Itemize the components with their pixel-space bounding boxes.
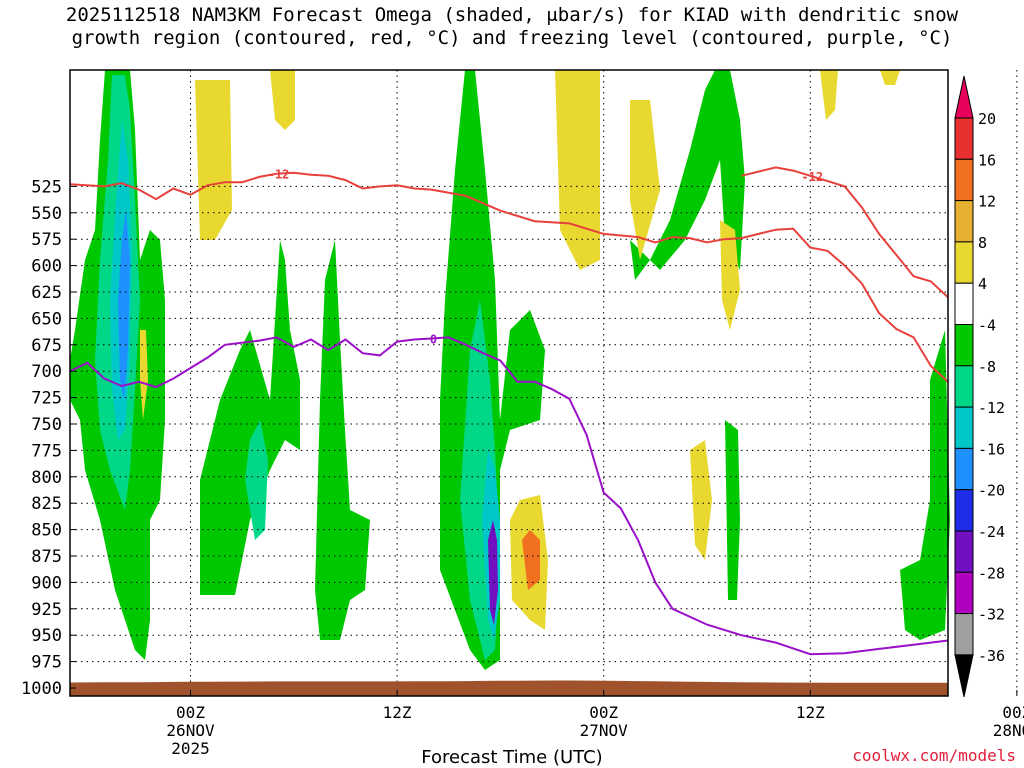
omega-green-plume-7 (900, 330, 950, 640)
contour-lines: -12 -12 0 (70, 166, 948, 656)
x-tick-label: 00Z (1002, 703, 1024, 722)
omega-yellow-3 (630, 100, 660, 260)
colorbar-swatch (954, 282, 974, 326)
colorbar-swatch (954, 158, 974, 202)
x-axis-label: Forecast Time (UTC) (421, 747, 603, 768)
colorbar-label: 8 (978, 234, 987, 252)
colorbar-swatch (954, 406, 974, 449)
terrain-fill (70, 680, 948, 696)
colorbar-swatch (954, 365, 974, 408)
omega-yellow-2 (555, 70, 600, 270)
omega-yellow-8 (880, 70, 900, 85)
omega-orange-4 (522, 530, 540, 590)
y-tick-label: 600 (31, 257, 62, 277)
x-tick-label: 12Z (796, 703, 825, 722)
colorbar-swatch (954, 200, 974, 243)
y-tick-label: 550 (31, 204, 62, 224)
colorbar-swatch (954, 613, 974, 656)
colorbar-label: -36 (978, 647, 1005, 665)
colorbar-label: -4 (978, 317, 996, 335)
omega-yellow-7 (820, 70, 838, 120)
colorbar-label: -32 (978, 606, 1005, 624)
colorbar-label: -12 (978, 399, 1005, 417)
y-tick-label: 1000 (21, 679, 62, 699)
colorbar-label: 4 (978, 275, 987, 293)
colorbar-label: -24 (978, 523, 1005, 541)
chart-title-line2: growth region (contoured, red, °C) and f… (71, 27, 953, 49)
colorbar-bottom-arrow (954, 654, 974, 698)
colorbar-label: -20 (978, 482, 1005, 500)
colorbar-swatch (954, 571, 974, 615)
omega-green-plume-2 (200, 240, 300, 595)
y-tick-label: 825 (31, 494, 62, 514)
y-tick-label: 575 (31, 230, 62, 250)
omega-yellow-5 (690, 440, 712, 560)
omega-yellow-6 (720, 220, 740, 330)
y-tick-label: 675 (31, 336, 62, 356)
y-tick-label: 925 (31, 600, 62, 620)
omega-teal-plume-2 (245, 420, 268, 540)
colorbar-label: -16 (978, 440, 1005, 458)
y-tick-label: 700 (31, 362, 62, 382)
colorbar-swatch (954, 324, 974, 367)
y-tick-label: 725 (31, 389, 62, 409)
contour-label: -12 (801, 170, 823, 184)
omega-purple-core-4 (488, 520, 498, 625)
y-tick-label: 975 (31, 653, 62, 673)
contour-label: -12 (268, 168, 290, 182)
colorbar-label: 20 (978, 110, 996, 128)
colorbar-label: -8 (978, 358, 996, 376)
colorbar: 20 16 12 8 4 -4 -8 -12 -16 -20 -24 -28 -32 -36 (954, 75, 1005, 698)
y-tick-label: 950 (31, 626, 62, 646)
x-tick-date: 28NOV (993, 721, 1024, 740)
contour-freezing_level_0C (70, 336, 948, 656)
x-axis: 00Z26NOV202512Z00Z27NOV12Z00Z28NOV (166, 690, 1024, 758)
colorbar-label: -28 (978, 564, 1005, 582)
omega-green-plume-5 (630, 70, 745, 280)
omega-green-plume-6 (725, 420, 740, 600)
colorbar-label: 12 (978, 193, 996, 211)
colorbar-label: 16 (978, 151, 996, 169)
colorbar-swatch (954, 530, 974, 573)
omega-yellow-9 (270, 70, 295, 130)
colorbar-swatch (954, 241, 974, 284)
y-tick-label: 775 (31, 441, 62, 461)
credit-text: coolwx.com/models (852, 746, 1016, 765)
omega-yellow-1 (195, 80, 232, 240)
y-tick-label: 525 (31, 177, 62, 197)
colorbar-swatch (954, 447, 974, 491)
omega-shading (70, 70, 950, 670)
y-tick-label: 650 (31, 309, 62, 329)
y-tick-label: 750 (31, 415, 62, 435)
x-tick-label: 12Z (383, 703, 412, 722)
x-tick-label: 00Z (589, 703, 618, 722)
y-tick-label: 875 (31, 547, 62, 567)
y-tick-label: 625 (31, 283, 62, 303)
x-tick-year: 2025 (171, 739, 210, 758)
contour-dgz_-12C_upper (741, 166, 948, 301)
x-tick-date: 26NOV (166, 721, 215, 740)
terrain-polygon (70, 680, 948, 696)
colorbar-top-arrow (954, 75, 974, 119)
y-tick-label: 850 (31, 521, 62, 541)
contour-dgz_-12C (70, 171, 948, 384)
y-tick-label: 900 (31, 573, 62, 593)
plot-frame (69, 69, 949, 697)
colorbar-swatch (954, 489, 974, 532)
contour-label: 0 (430, 332, 437, 346)
omega-blue-plume-1 (118, 210, 130, 400)
y-tick-label: 800 (31, 468, 62, 488)
omega-green-plume-3 (315, 240, 370, 640)
x-tick-label: 00Z (176, 703, 205, 722)
x-tick-date: 27NOV (580, 721, 629, 740)
chart-title-line1: 2025112518 NAM3KM Forecast Omega (shaded… (65, 4, 959, 26)
y-axis: 525 550 575 600 625 650 675 700 725 750 775 800 825 8… (21, 177, 76, 699)
colorbar-swatch (954, 117, 974, 160)
